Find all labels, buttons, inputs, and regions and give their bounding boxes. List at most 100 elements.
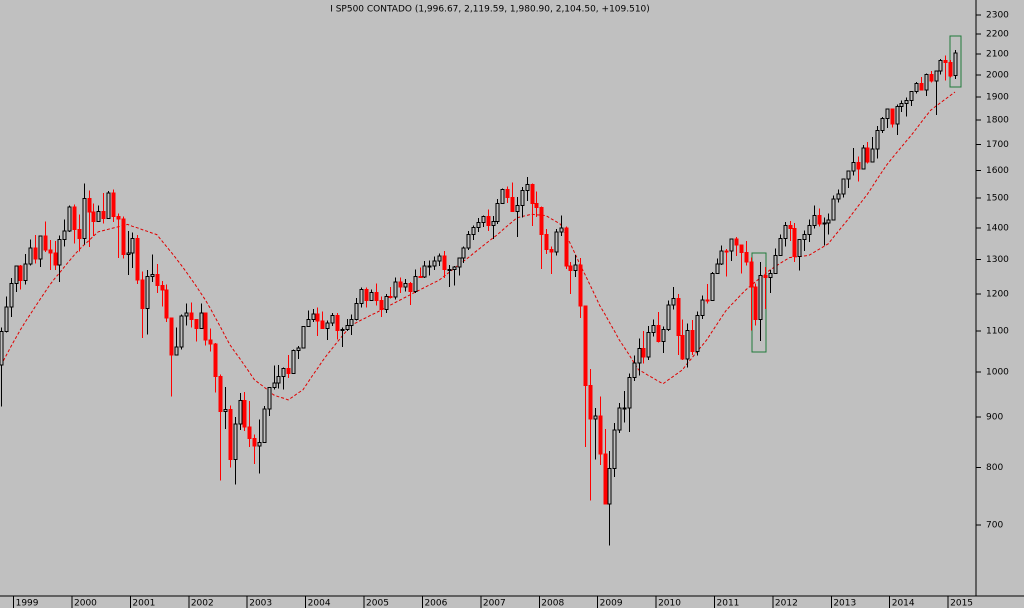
candle-body [739, 244, 744, 254]
candle-body [257, 442, 262, 447]
x-tick-label: 2013 [833, 599, 856, 608]
candle-body [374, 291, 379, 302]
candle-body [457, 257, 462, 268]
candle-body [442, 255, 447, 271]
candle-body [160, 284, 165, 291]
candle-body [96, 210, 101, 222]
candle-body [568, 265, 573, 272]
candle-body [520, 190, 525, 207]
candle-body [28, 247, 33, 265]
candle-body [593, 415, 598, 420]
candle-body [223, 409, 228, 413]
candle-body [23, 263, 28, 282]
candle-body [695, 314, 700, 353]
candle-body [38, 235, 43, 260]
candle-body [126, 252, 131, 256]
y-tick-label: 1400 [986, 223, 1009, 233]
candle-body [238, 399, 243, 425]
candle-body [228, 409, 233, 461]
candle-body [174, 346, 179, 356]
candle-body [311, 313, 316, 320]
candle-body [189, 312, 194, 321]
candle-body [199, 312, 204, 329]
candle-body [135, 237, 140, 281]
y-tick-label: 1200 [986, 289, 1009, 299]
y-tick-label: 800 [986, 463, 1003, 473]
candle-body [749, 261, 754, 288]
candle-body [413, 276, 418, 292]
candle-body [729, 238, 734, 252]
chart-title: I SP500 CONTADO (1,996.67, 2,119.59, 1,9… [330, 5, 650, 15]
moving-average [0, 91, 956, 401]
candle-body [880, 118, 885, 131]
x-tick-label: 2004 [308, 599, 331, 608]
candle-body [865, 147, 870, 163]
candle-body [67, 206, 72, 232]
candle-body [349, 319, 354, 326]
candle-body [603, 453, 608, 505]
candle-body [77, 229, 82, 239]
candle-body [466, 234, 471, 249]
candle-body [554, 231, 559, 253]
candle-body [364, 289, 369, 302]
candle-body [666, 304, 671, 331]
candle-body [330, 314, 335, 324]
candle-body [651, 324, 656, 334]
candle-body [72, 206, 77, 231]
candle-body [393, 281, 398, 298]
candle-body [422, 265, 427, 278]
candle-body [768, 273, 773, 278]
candle-body [106, 192, 111, 219]
candle-body [320, 320, 325, 329]
candle-body [471, 226, 476, 236]
candle-body [559, 227, 564, 233]
candle-body [870, 148, 875, 163]
candle-body [924, 73, 929, 91]
candle-body [797, 239, 802, 257]
candle-body [938, 60, 943, 72]
x-tick-label: 2009 [600, 599, 623, 608]
candle-body [418, 276, 423, 279]
candle-body [607, 468, 612, 505]
y-tick-label: 1100 [986, 327, 1009, 337]
candle-body [140, 279, 145, 309]
candle-body [48, 249, 53, 254]
candle-body [130, 237, 135, 254]
candle-body [612, 429, 617, 470]
candle-body [914, 83, 919, 93]
candle-body [617, 407, 622, 431]
candle-body [111, 192, 116, 218]
candle-body [856, 161, 861, 170]
y-tick-label: 1000 [986, 368, 1009, 378]
candle-body [641, 347, 646, 358]
candle-body [564, 227, 569, 267]
candle-body [384, 296, 389, 311]
candle-body [408, 283, 413, 292]
candle-body [495, 202, 500, 222]
candle-body [724, 250, 729, 253]
candle-body [632, 362, 637, 379]
candle-body [851, 161, 856, 172]
candle-body [291, 350, 296, 375]
candle-body [0, 331, 4, 366]
candle-body [573, 264, 578, 272]
candle-body [194, 319, 199, 329]
candle-body [437, 255, 442, 262]
candle-body [203, 312, 208, 341]
candle-body [155, 273, 160, 286]
candle-body [758, 274, 763, 320]
candle-body [476, 221, 481, 228]
y-tick-label: 2200 [986, 30, 1009, 40]
x-tick-label: 2012 [775, 599, 798, 608]
candle-body [486, 215, 491, 227]
candle-body [164, 289, 169, 319]
candle-body [91, 211, 96, 222]
candle-body [14, 265, 19, 285]
candle-body [763, 274, 768, 278]
y-tick-label: 1800 [986, 116, 1009, 126]
candle-body [753, 286, 758, 320]
candle-body [87, 198, 92, 213]
candle-body [9, 283, 14, 308]
y-tick-label: 1700 [986, 140, 1009, 150]
